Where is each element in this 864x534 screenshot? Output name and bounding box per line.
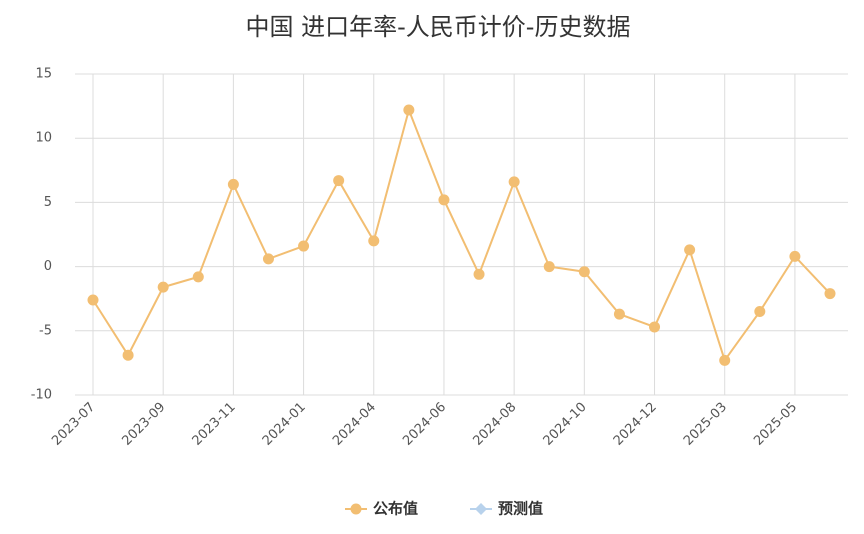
- x-tick-label: 2024-12: [611, 400, 660, 449]
- point: [368, 235, 380, 247]
- point: [508, 176, 520, 188]
- x-tick-label: 2023-09: [119, 400, 168, 449]
- point: [157, 281, 169, 293]
- point: [403, 104, 415, 116]
- point: [333, 175, 345, 187]
- chart-title: 中国 进口年率-人民币计价-历史数据: [246, 13, 631, 41]
- x-tick-label: 2024-10: [541, 400, 590, 449]
- x-tick-label: 2024-01: [260, 400, 309, 449]
- point: [578, 266, 590, 278]
- y-tick-label: 0: [44, 259, 52, 274]
- y-tick-label: -10: [31, 388, 52, 403]
- point: [789, 250, 801, 262]
- point: [754, 306, 766, 318]
- point: [719, 354, 731, 366]
- x-tick-label: 2024-06: [400, 400, 449, 449]
- y-tick-label: -5: [39, 323, 52, 338]
- point: [262, 253, 274, 265]
- point: [192, 271, 204, 283]
- point: [684, 244, 696, 256]
- x-tick-label: 2024-04: [330, 400, 379, 449]
- legend-marker: [350, 503, 362, 515]
- legend-marker: [475, 503, 487, 515]
- point: [438, 194, 450, 206]
- y-tick-label: 15: [35, 67, 52, 82]
- x-tick-label: 2025-05: [751, 400, 800, 449]
- point: [543, 261, 555, 273]
- line: [92, 106, 831, 363]
- point: [87, 294, 99, 306]
- x-tick-label: 2025-03: [681, 400, 730, 449]
- legend-label: 公布值: [373, 500, 418, 518]
- point: [298, 240, 310, 252]
- y-tick-label: 10: [35, 131, 52, 146]
- legend-label: 预测值: [498, 500, 543, 518]
- x-tick-label: 2023-07: [49, 400, 98, 449]
- point: [227, 178, 239, 190]
- point: [473, 268, 485, 280]
- point: [649, 321, 661, 333]
- point: [824, 288, 836, 300]
- y-tick-label: 5: [44, 195, 52, 210]
- x-tick-label: 2023-11: [190, 400, 239, 449]
- x-tick-label: 2024-08: [470, 400, 519, 449]
- point: [122, 349, 134, 361]
- point: [613, 308, 625, 320]
